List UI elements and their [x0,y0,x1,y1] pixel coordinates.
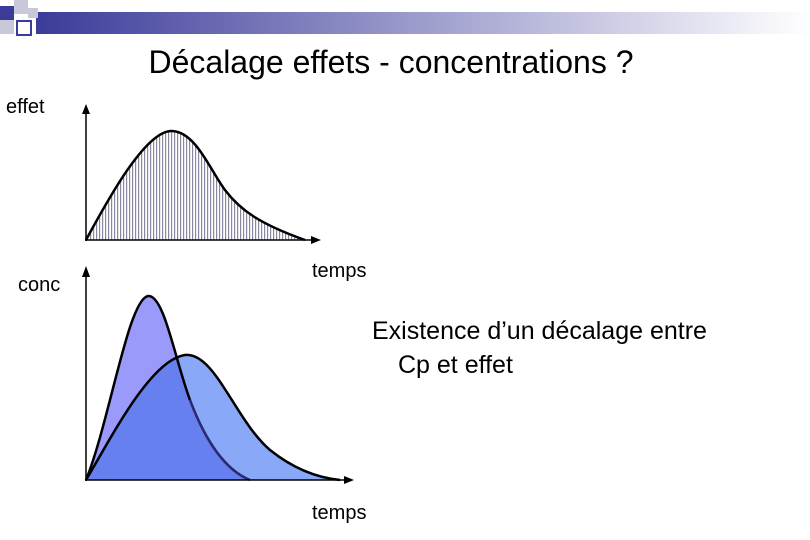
annotation-text: Existence d’un décalage entre Cp et effe… [372,314,707,382]
decor-square-blue-1 [0,6,14,20]
top-x-arrowhead [311,236,321,244]
decor-square-light-3 [28,8,38,18]
slide-title: Décalage effets - concentrations ? [148,44,634,80]
title-gradient-bar [36,12,810,34]
bottom-y-axis-label: conc [18,274,61,296]
decor-square-light-2 [0,20,14,34]
top-y-axis-label: effet [6,96,45,118]
fast-curve-line [84,294,192,481]
bottom-x-arrowhead [344,476,354,484]
effect-curve [84,129,306,242]
bottom-y-arrowhead [82,266,90,277]
bottom-graph [82,266,354,484]
annotation-line-2: Cp et effet [398,351,513,379]
effect-curve-fill [86,130,305,240]
decor-square-blue-2 [16,20,32,36]
top-x-axis-label: temps [312,260,367,282]
bottom-x-axis-label: temps [312,502,367,524]
top-y-arrowhead [82,104,90,114]
decor-square-light-1 [14,0,28,14]
top-graph [82,104,321,244]
fast-curve-line-lower [188,399,251,482]
annotation-line-1: Existence d’un décalage entre [372,317,707,345]
slow-curve-line [84,353,341,482]
